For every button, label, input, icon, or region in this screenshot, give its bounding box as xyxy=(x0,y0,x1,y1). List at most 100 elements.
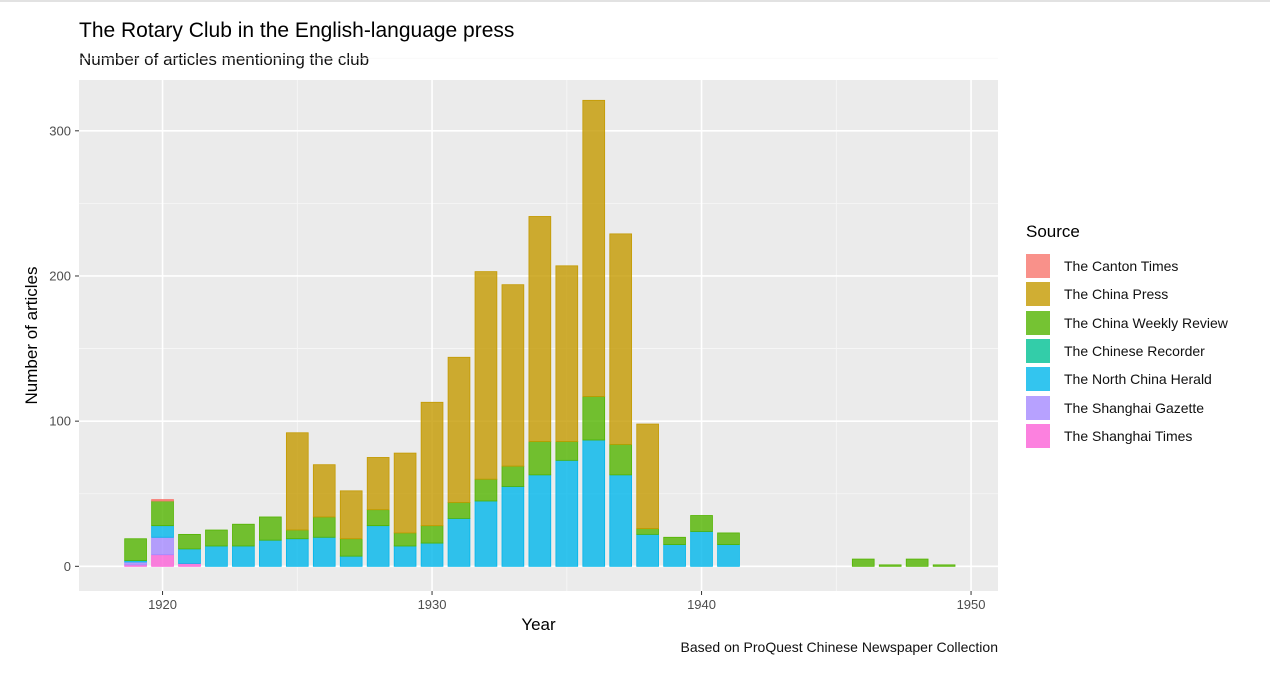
bar-segment xyxy=(285,432,309,531)
x-axis-title: Year xyxy=(521,615,556,634)
legend-swatch xyxy=(1026,339,1050,364)
legend-swatch xyxy=(1026,395,1050,420)
bar-segment xyxy=(528,441,552,476)
bar-segment xyxy=(178,563,201,567)
legend-swatch xyxy=(1026,367,1050,392)
bar-segment xyxy=(151,554,174,567)
bar-segment xyxy=(124,538,147,561)
legend-item: The China Weekly Review xyxy=(1026,309,1228,337)
bar-segment xyxy=(717,544,740,567)
x-tick-label: 1920 xyxy=(148,597,177,612)
top-border xyxy=(0,0,1270,2)
bar-segment xyxy=(528,474,552,567)
bar-segment xyxy=(636,528,659,535)
bar-segment xyxy=(609,474,633,567)
bar-segment xyxy=(663,536,686,545)
bar-segment xyxy=(259,539,282,567)
bar-segment xyxy=(151,536,174,556)
bar-segment xyxy=(501,284,525,467)
legend-item: The Chinese Recorder xyxy=(1026,337,1228,365)
bar-segment xyxy=(636,423,659,529)
legend-label: The Canton Times xyxy=(1064,258,1179,275)
bar-segment xyxy=(447,518,471,567)
bar-segment xyxy=(232,545,255,567)
bar-segment xyxy=(366,457,390,511)
chart-title: The Rotary Club in the English-language … xyxy=(79,19,515,42)
x-tick-label: 1950 xyxy=(957,597,986,612)
bar-segment xyxy=(366,509,390,527)
bar-segment xyxy=(636,533,659,567)
legend-item: The Shanghai Gazette xyxy=(1026,393,1228,421)
bar-segment xyxy=(878,564,902,567)
bar-segment xyxy=(178,533,201,550)
bar-segment xyxy=(501,486,525,567)
legend-swatch xyxy=(1026,254,1050,279)
bar-segment xyxy=(582,99,606,397)
bar-segment xyxy=(609,443,633,476)
bar-segment xyxy=(932,564,956,567)
bar-segment xyxy=(582,439,606,567)
legend-items: The Canton Times The China Press The China… xyxy=(1026,252,1228,450)
bar-segment xyxy=(393,532,417,547)
legend-label: The North China Herald xyxy=(1064,371,1212,388)
legend-title: Source xyxy=(1026,222,1080,241)
y-tick-label: 0 xyxy=(64,559,71,574)
bar-segment xyxy=(124,561,147,566)
legend-swatch xyxy=(1026,310,1050,335)
bar-segment xyxy=(905,558,929,567)
bar-segment xyxy=(420,401,444,527)
bar-segment xyxy=(285,529,309,540)
bar-segment xyxy=(663,544,686,567)
bar-segment xyxy=(259,516,282,541)
bar-segment xyxy=(232,523,255,547)
bar-segment xyxy=(555,265,579,442)
y-axis-title: Number of articles xyxy=(22,267,41,405)
bar-segment xyxy=(339,555,363,567)
bar-segment xyxy=(205,545,228,567)
bar-segment xyxy=(312,516,336,538)
bar-segment xyxy=(851,558,875,567)
bar-segment xyxy=(205,529,228,547)
bar-segment xyxy=(151,500,174,527)
bar-segment xyxy=(447,356,471,503)
legend-label: The Shanghai Gazette xyxy=(1064,399,1205,416)
bar-segment xyxy=(474,500,498,567)
bar-segment xyxy=(393,545,417,567)
bar-segment xyxy=(501,465,525,487)
legend-item: The North China Herald xyxy=(1026,365,1228,393)
legend-item: The China Press xyxy=(1026,280,1228,308)
bar-segment xyxy=(339,490,363,540)
bar-segment xyxy=(582,396,606,441)
legend-label: The China Weekly Review xyxy=(1064,314,1228,331)
legend-item: The Canton Times xyxy=(1026,252,1228,280)
chart-subtitle: Number of articles mentioning the club xyxy=(79,50,370,69)
bar-segment xyxy=(555,459,579,567)
legend-label: The China Press xyxy=(1064,286,1169,303)
bar-segment xyxy=(393,452,417,534)
bar-segment xyxy=(312,536,336,567)
bar-segment xyxy=(420,542,444,567)
bar-segment xyxy=(690,515,713,532)
y-tick-label: 200 xyxy=(49,268,71,283)
bar-segment xyxy=(690,531,713,567)
bar-segment xyxy=(151,525,174,538)
legend-swatch xyxy=(1026,423,1050,448)
x-tick-label: 1930 xyxy=(418,597,447,612)
legend-label: The Shanghai Times xyxy=(1064,427,1193,444)
bar-segment xyxy=(178,548,201,564)
legend-label: The Chinese Recorder xyxy=(1064,343,1205,360)
bar-segment xyxy=(555,441,579,461)
bar-segment xyxy=(366,525,390,567)
bar-segment xyxy=(447,502,471,519)
x-tick-label: 1940 xyxy=(687,597,716,612)
bar-segment xyxy=(339,538,363,557)
legend-swatch xyxy=(1026,282,1050,307)
bar-segment xyxy=(474,271,498,480)
bar-segment xyxy=(312,464,336,518)
legend: Source The Canton Times The China Press Th… xyxy=(1026,222,1228,450)
legend-item: The Shanghai Times xyxy=(1026,422,1228,450)
bar-segment xyxy=(151,499,174,502)
bar-segment xyxy=(717,532,740,545)
bar-segment xyxy=(474,478,498,502)
